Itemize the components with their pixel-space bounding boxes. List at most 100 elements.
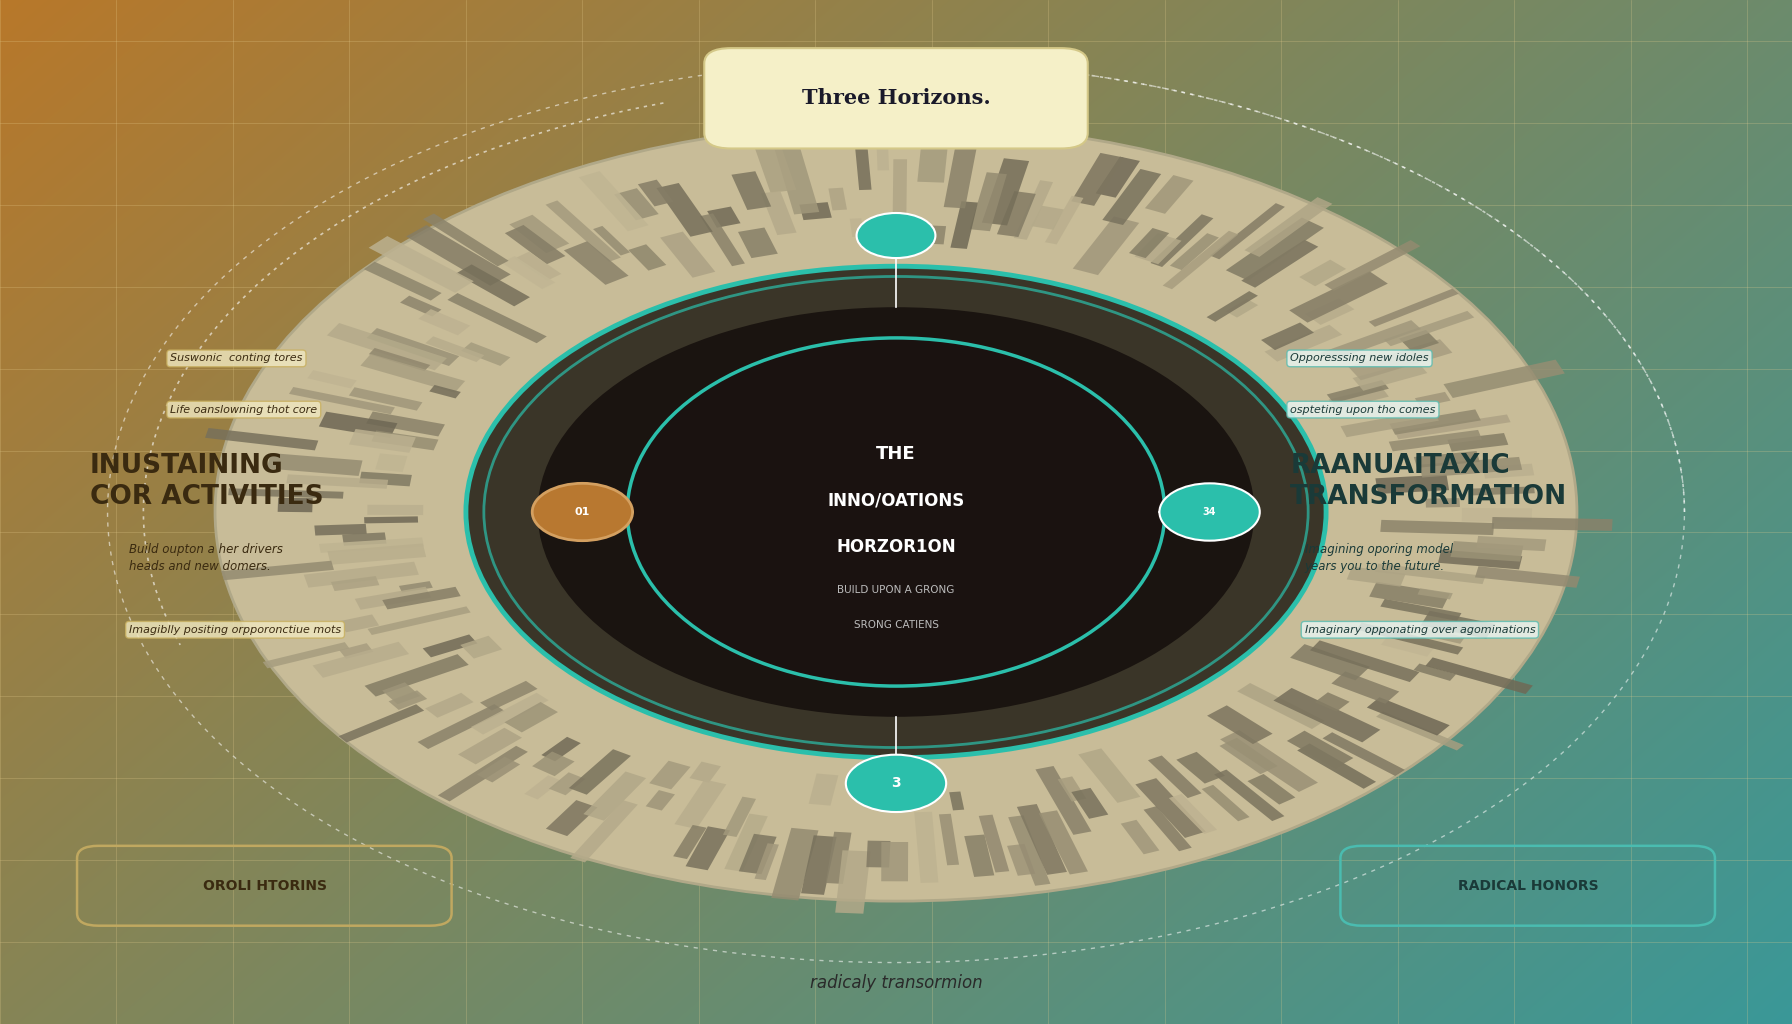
FancyBboxPatch shape [1102,169,1161,225]
FancyBboxPatch shape [1369,582,1450,608]
FancyBboxPatch shape [358,472,412,486]
FancyBboxPatch shape [532,752,575,776]
Text: 01: 01 [575,507,590,517]
FancyBboxPatch shape [982,159,1029,225]
FancyBboxPatch shape [326,323,446,371]
FancyBboxPatch shape [579,171,649,231]
FancyBboxPatch shape [1079,749,1140,803]
FancyBboxPatch shape [828,187,848,211]
FancyBboxPatch shape [686,826,729,870]
FancyBboxPatch shape [1348,566,1405,587]
FancyBboxPatch shape [369,348,430,372]
FancyBboxPatch shape [570,800,638,862]
Text: Life oanslowning thot core: Life oanslowning thot core [170,404,317,415]
FancyBboxPatch shape [584,771,647,820]
FancyBboxPatch shape [1491,517,1613,530]
FancyBboxPatch shape [898,794,919,809]
FancyBboxPatch shape [1376,474,1450,494]
FancyBboxPatch shape [1326,380,1389,403]
FancyBboxPatch shape [978,815,1009,872]
Text: INNO/OATIONS: INNO/OATIONS [828,492,964,509]
FancyBboxPatch shape [319,412,398,438]
FancyBboxPatch shape [400,582,434,593]
FancyBboxPatch shape [849,218,864,237]
FancyBboxPatch shape [762,190,797,236]
FancyBboxPatch shape [1009,815,1050,886]
Ellipse shape [466,266,1326,758]
Circle shape [532,483,633,541]
FancyBboxPatch shape [615,188,659,220]
FancyBboxPatch shape [708,207,740,227]
FancyBboxPatch shape [656,183,713,237]
FancyBboxPatch shape [425,693,473,718]
FancyBboxPatch shape [407,225,511,286]
FancyBboxPatch shape [950,792,964,810]
FancyBboxPatch shape [674,779,726,829]
FancyBboxPatch shape [328,544,426,564]
FancyBboxPatch shape [1134,233,1181,264]
FancyBboxPatch shape [339,643,373,658]
FancyBboxPatch shape [629,245,667,270]
FancyBboxPatch shape [638,179,674,207]
Circle shape [857,213,935,258]
FancyBboxPatch shape [1095,157,1140,198]
Text: Suswonic  conting tores: Suswonic conting tores [170,353,303,364]
FancyBboxPatch shape [1262,323,1314,350]
FancyBboxPatch shape [418,705,505,749]
FancyBboxPatch shape [367,606,471,635]
FancyBboxPatch shape [1057,776,1086,802]
FancyBboxPatch shape [659,231,715,278]
FancyBboxPatch shape [1475,566,1581,588]
FancyBboxPatch shape [349,387,423,411]
FancyBboxPatch shape [1394,415,1511,439]
FancyBboxPatch shape [1032,206,1064,229]
FancyBboxPatch shape [771,827,819,900]
FancyBboxPatch shape [505,225,566,264]
FancyBboxPatch shape [1380,599,1462,621]
FancyBboxPatch shape [1202,784,1249,821]
Text: Imagiblly positing orpporonctiue mots: Imagiblly positing orpporonctiue mots [129,625,340,635]
FancyBboxPatch shape [1331,672,1400,703]
FancyBboxPatch shape [1477,536,1546,551]
FancyBboxPatch shape [1340,410,1439,437]
FancyBboxPatch shape [312,642,409,678]
FancyBboxPatch shape [367,505,423,515]
FancyBboxPatch shape [1163,230,1238,289]
FancyBboxPatch shape [1206,291,1258,322]
FancyBboxPatch shape [1120,820,1159,854]
FancyBboxPatch shape [1417,589,1453,599]
Circle shape [846,755,946,812]
FancyBboxPatch shape [471,692,548,734]
FancyBboxPatch shape [342,532,387,546]
FancyBboxPatch shape [918,148,948,182]
FancyBboxPatch shape [448,293,547,343]
FancyBboxPatch shape [1242,240,1319,288]
FancyBboxPatch shape [774,147,819,214]
FancyBboxPatch shape [1215,770,1285,821]
FancyBboxPatch shape [1369,289,1459,327]
FancyBboxPatch shape [950,202,978,249]
FancyBboxPatch shape [355,587,432,609]
FancyBboxPatch shape [1247,774,1296,805]
FancyBboxPatch shape [364,654,470,696]
FancyBboxPatch shape [525,775,561,800]
Text: Three Horizons.: Three Horizons. [801,88,991,109]
FancyBboxPatch shape [969,172,1007,231]
FancyBboxPatch shape [724,814,767,871]
FancyBboxPatch shape [502,256,556,289]
Text: OROLI HTORINS: OROLI HTORINS [202,879,328,893]
FancyBboxPatch shape [389,690,426,710]
FancyBboxPatch shape [835,850,871,913]
Text: BUILD UPON A GRONG: BUILD UPON A GRONG [837,585,955,595]
FancyBboxPatch shape [459,728,521,764]
FancyBboxPatch shape [876,125,889,170]
FancyBboxPatch shape [545,201,620,262]
FancyBboxPatch shape [204,428,319,451]
Text: Imagining oporing model
years you to the future.: Imagining oporing model years you to the… [1305,543,1453,573]
FancyBboxPatch shape [1419,457,1521,477]
FancyBboxPatch shape [364,516,418,523]
FancyBboxPatch shape [1423,629,1464,644]
Ellipse shape [215,123,1577,901]
FancyBboxPatch shape [1299,260,1346,287]
FancyBboxPatch shape [1305,298,1355,325]
